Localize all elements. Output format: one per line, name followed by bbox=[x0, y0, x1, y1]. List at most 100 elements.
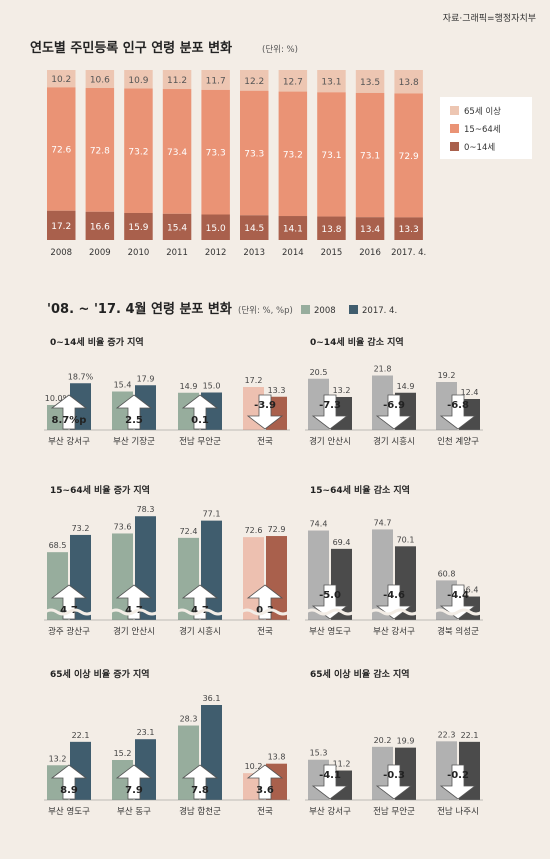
region-label: 경남 합천군 bbox=[179, 806, 221, 817]
region-label: 인천 계양구 bbox=[437, 436, 479, 447]
change-label: 0.1 bbox=[191, 415, 209, 426]
data-label-15-64: 72.9 bbox=[399, 152, 419, 162]
change-label: -0.3 bbox=[383, 770, 405, 781]
change-label: 2.5 bbox=[125, 415, 143, 426]
data-label-65plus: 10.6 bbox=[90, 76, 110, 86]
x-tick-label: 2011 bbox=[166, 248, 188, 258]
bar-segment-65plus bbox=[201, 70, 230, 90]
data-label-15-64: 73.4 bbox=[167, 148, 187, 158]
legend-swatch-2017 bbox=[349, 305, 358, 314]
data-label-15-64: 73.1 bbox=[360, 152, 380, 162]
region-label: 전국 bbox=[257, 626, 273, 637]
data-label-2017: 15.0 bbox=[203, 382, 221, 391]
down-arrow-icon bbox=[375, 394, 413, 430]
down-arrow-icon bbox=[311, 764, 349, 800]
change-label: -3.9 bbox=[254, 400, 276, 411]
panel-title: 0~14세 비율 감소 지역 bbox=[310, 336, 404, 348]
bar-segment-0-14 bbox=[278, 216, 308, 240]
bar-segment-65plus bbox=[47, 70, 76, 88]
change-label: -7.3 bbox=[319, 400, 341, 411]
bar-segment-65plus bbox=[162, 70, 192, 90]
data-label-2008: 19.2 bbox=[438, 371, 456, 380]
region-label: 전국 bbox=[257, 436, 273, 447]
data-label-2008: 15.2 bbox=[114, 749, 132, 758]
data-label-0-14: 15.0 bbox=[206, 224, 226, 234]
data-label-0-14: 15.4 bbox=[167, 223, 187, 233]
bar-segment-15-64 bbox=[201, 89, 230, 215]
x-tick-label: 2013 bbox=[243, 248, 265, 258]
data-label-2017: 13.3 bbox=[268, 386, 286, 395]
data-label-2008: 10.2 bbox=[245, 762, 263, 771]
change-label: -0.2 bbox=[447, 770, 469, 781]
bar-segment-65plus bbox=[85, 70, 115, 89]
region-label: 광주 광산구 bbox=[48, 626, 90, 637]
data-label-65plus: 11.2 bbox=[167, 76, 187, 86]
data-label-2017: 72.9 bbox=[268, 525, 286, 534]
bar-segment-65plus bbox=[317, 70, 346, 93]
data-label-2008: 73.6 bbox=[114, 522, 132, 531]
data-label-0-14: 14.1 bbox=[283, 225, 303, 235]
data-label-2008: 10.0% bbox=[45, 394, 71, 403]
bar-segment-0-14 bbox=[355, 217, 385, 240]
data-label-15-64: 73.3 bbox=[206, 149, 226, 159]
data-label-65plus: 10.2 bbox=[51, 75, 71, 85]
data-label-15-64: 73.1 bbox=[321, 151, 341, 161]
data-label-65plus: 13.8 bbox=[399, 78, 419, 88]
bar-segment-15-64 bbox=[85, 88, 115, 212]
up-arrow-icon bbox=[181, 764, 219, 800]
data-label-0-14: 13.8 bbox=[321, 225, 341, 235]
legend-swatch bbox=[450, 106, 459, 115]
lower-chart-unit: (단위: %, %p) bbox=[238, 305, 293, 316]
axis-break bbox=[369, 608, 419, 616]
up-arrow-icon bbox=[115, 764, 153, 800]
change-label: 3.6 bbox=[256, 785, 274, 796]
data-label-65plus: 12.2 bbox=[244, 77, 264, 87]
x-tick-label: 2014 bbox=[282, 248, 304, 258]
region-label: 경기 시흥시 bbox=[179, 626, 221, 637]
data-label-2008: 72.6 bbox=[245, 526, 263, 535]
data-label-2017: 23.1 bbox=[137, 728, 155, 737]
x-tick-label: 2015 bbox=[321, 248, 343, 258]
legend-swatch-2008 bbox=[301, 305, 310, 314]
data-label-0-14: 13.3 bbox=[399, 225, 419, 235]
bar-segment-0-14 bbox=[201, 214, 230, 240]
bar-segment-15-64 bbox=[47, 87, 76, 211]
region-label: 경기 시흥시 bbox=[373, 436, 415, 447]
bar-segment-15-64 bbox=[394, 93, 423, 218]
data-label-2017: 13.2 bbox=[333, 386, 351, 395]
bar-segment-0-14 bbox=[162, 213, 192, 240]
bar-segment-65plus bbox=[240, 70, 269, 91]
bar-segment-0-14 bbox=[317, 216, 346, 240]
bar-segment-15-64 bbox=[124, 88, 153, 213]
data-label-15-64: 73.3 bbox=[244, 150, 264, 160]
data-label-2017: 22.1 bbox=[461, 731, 479, 740]
bar-segment-0-14 bbox=[124, 212, 153, 240]
data-label-0-14: 15.9 bbox=[128, 223, 148, 233]
region-label: 전남 무안군 bbox=[373, 806, 415, 817]
x-tick-label: 2009 bbox=[89, 248, 111, 258]
bar-segment-15-64 bbox=[162, 89, 192, 214]
legend-label: 65세 이상 bbox=[464, 106, 501, 117]
data-label-2008: 20.2 bbox=[374, 736, 392, 745]
x-tick-label: 2012 bbox=[205, 248, 227, 258]
axis-break bbox=[240, 608, 290, 616]
data-label-2017: 73.2 bbox=[72, 524, 90, 533]
bar-segment-0-14 bbox=[394, 217, 423, 240]
data-label-2017: 78.3 bbox=[137, 505, 155, 514]
x-tick-label: 2017. 4. bbox=[391, 248, 426, 258]
region-label: 경기 안산시 bbox=[309, 436, 351, 447]
data-label-2008: 74.7 bbox=[374, 518, 392, 527]
source-credit: 자료·그래픽=행정자치부 bbox=[442, 14, 536, 24]
bar-segment-15-64 bbox=[240, 90, 269, 216]
panel-title: 0~14세 비율 증가 지역 bbox=[50, 336, 144, 348]
change-label: 7.8 bbox=[191, 785, 209, 796]
legend-label: 0~14세 bbox=[464, 143, 495, 153]
data-label-2008: 68.5 bbox=[49, 541, 67, 550]
data-label-65plus: 13.1 bbox=[321, 78, 341, 88]
bar-segment-65plus bbox=[394, 70, 423, 94]
data-label-2008: 15.3 bbox=[310, 749, 328, 758]
x-tick-label: 2016 bbox=[359, 248, 381, 258]
region-label: 전국 bbox=[257, 806, 273, 817]
lower-chart-title: '08. ~ '17. 4월 연령 분포 변화 bbox=[47, 301, 232, 317]
